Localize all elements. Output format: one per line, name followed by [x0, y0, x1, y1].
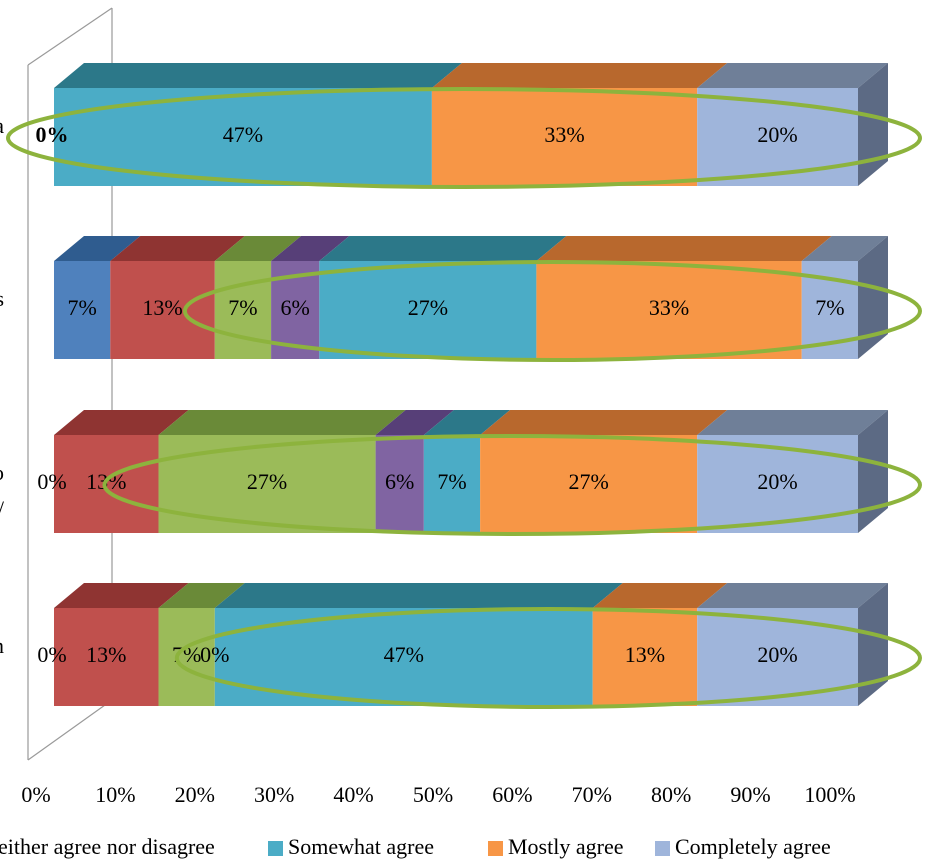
data-label: 20% — [757, 642, 797, 667]
legend-label: Completely agree — [675, 834, 831, 859]
bar-side-face — [858, 583, 888, 706]
data-label: 20% — [757, 469, 797, 494]
category-label: n — [0, 633, 4, 658]
legend-label: either agree nor disagree — [0, 834, 215, 859]
x-tick-label: 80% — [651, 782, 691, 807]
data-label: 0% — [37, 469, 66, 494]
bar-top-face — [54, 63, 462, 88]
bar-segment — [54, 261, 111, 359]
category-label-group: a s o / n — [0, 113, 5, 658]
bar-top-face — [271, 236, 350, 261]
x-tick-label: 50% — [413, 782, 453, 807]
data-label: 7% — [228, 295, 257, 320]
legend-swatch — [268, 841, 283, 856]
x-tick-label: 60% — [492, 782, 532, 807]
legend: either agree nor disagree Somewhat agree M… — [0, 834, 831, 859]
bar-top-face — [480, 410, 728, 435]
bar-group — [54, 63, 888, 706]
bar-side-face — [858, 410, 888, 533]
data-label: 27% — [247, 469, 287, 494]
bar-top-face — [319, 236, 567, 261]
bar-top-face — [158, 583, 245, 608]
data-label: 6% — [385, 469, 414, 494]
data-label: 33% — [649, 295, 689, 320]
data-label: 13% — [86, 642, 126, 667]
bar-top-face — [697, 583, 888, 608]
bar-top-face — [158, 410, 406, 435]
bar-top-face — [54, 583, 189, 608]
data-label: 0% — [36, 122, 69, 147]
highlight-ellipse — [6, 87, 922, 189]
bar-segment — [319, 261, 537, 359]
x-tick-label: 100% — [804, 782, 855, 807]
category-label: o — [0, 460, 4, 485]
bar-segment — [110, 261, 215, 359]
data-label: 47% — [223, 122, 263, 147]
bar-top-face — [214, 236, 302, 261]
data-label: 0% — [37, 642, 66, 667]
data-label: 27% — [408, 295, 448, 320]
bar-top-face — [54, 410, 189, 435]
bar-top-face — [536, 236, 832, 261]
wall-top-line — [27, 7, 113, 66]
data-label: 6% — [281, 295, 310, 320]
bar-top-face — [110, 236, 245, 261]
data-label: 13% — [142, 295, 182, 320]
bar-top-face — [592, 583, 728, 608]
legend-label: Somewhat agree — [288, 834, 434, 859]
bar-top-face — [431, 63, 728, 88]
data-label-group: 47% 33% 20% 0% 7% 13% 7% 6% 27% 33% 7% 13% 27% 6% 7% 27… — [36, 122, 845, 667]
legend-swatch — [655, 841, 670, 856]
bar-top-face — [423, 410, 511, 435]
highlight-ellipse — [182, 260, 922, 362]
category-label: s — [0, 286, 4, 311]
bar-segment — [423, 435, 481, 533]
data-label: 47% — [384, 642, 424, 667]
data-label: 7% — [815, 295, 844, 320]
floor-line — [27, 699, 113, 761]
data-label: 7% — [437, 469, 466, 494]
data-label: 13% — [625, 642, 665, 667]
x-tick-label: 90% — [730, 782, 770, 807]
highlight-ellipse — [174, 607, 922, 709]
highlight-ellipse — [102, 434, 922, 536]
x-tick-label: 20% — [175, 782, 215, 807]
bar-segment — [536, 261, 802, 359]
bar-top-face — [375, 410, 454, 435]
bar-segment — [54, 608, 159, 706]
bar-segment — [480, 435, 698, 533]
data-label: 33% — [544, 122, 584, 147]
bar-side-face — [858, 63, 888, 186]
x-tick-label: 0% — [21, 782, 50, 807]
bar-top-face — [54, 236, 141, 261]
bar-top-face — [697, 410, 888, 435]
bar-segment — [375, 435, 424, 533]
x-tick-group: 0% 10% 20% 30% 40% 50% 60% 70% 80% 90% 100% — [21, 782, 855, 807]
category-label: a — [0, 113, 4, 138]
bar-segment — [158, 608, 215, 706]
bar-top-face — [697, 63, 888, 88]
category-label: / — [0, 496, 5, 521]
legend-label: Mostly agree — [508, 834, 623, 859]
x-tick-label: 70% — [572, 782, 612, 807]
bar-segment — [592, 608, 698, 706]
data-label: 7% — [67, 295, 96, 320]
bar-segment — [431, 88, 698, 186]
data-label: 27% — [568, 469, 608, 494]
data-label: 20% — [757, 122, 797, 147]
x-tick-label: 40% — [333, 782, 373, 807]
highlight-ellipse-group — [6, 87, 922, 709]
bar-side-face — [858, 236, 888, 359]
legend-swatch — [488, 841, 503, 856]
x-tick-label: 10% — [95, 782, 135, 807]
bar-top-face — [214, 583, 623, 608]
data-label: 0% — [200, 642, 229, 667]
bar-top-face — [801, 236, 888, 261]
x-tick-label: 30% — [254, 782, 294, 807]
